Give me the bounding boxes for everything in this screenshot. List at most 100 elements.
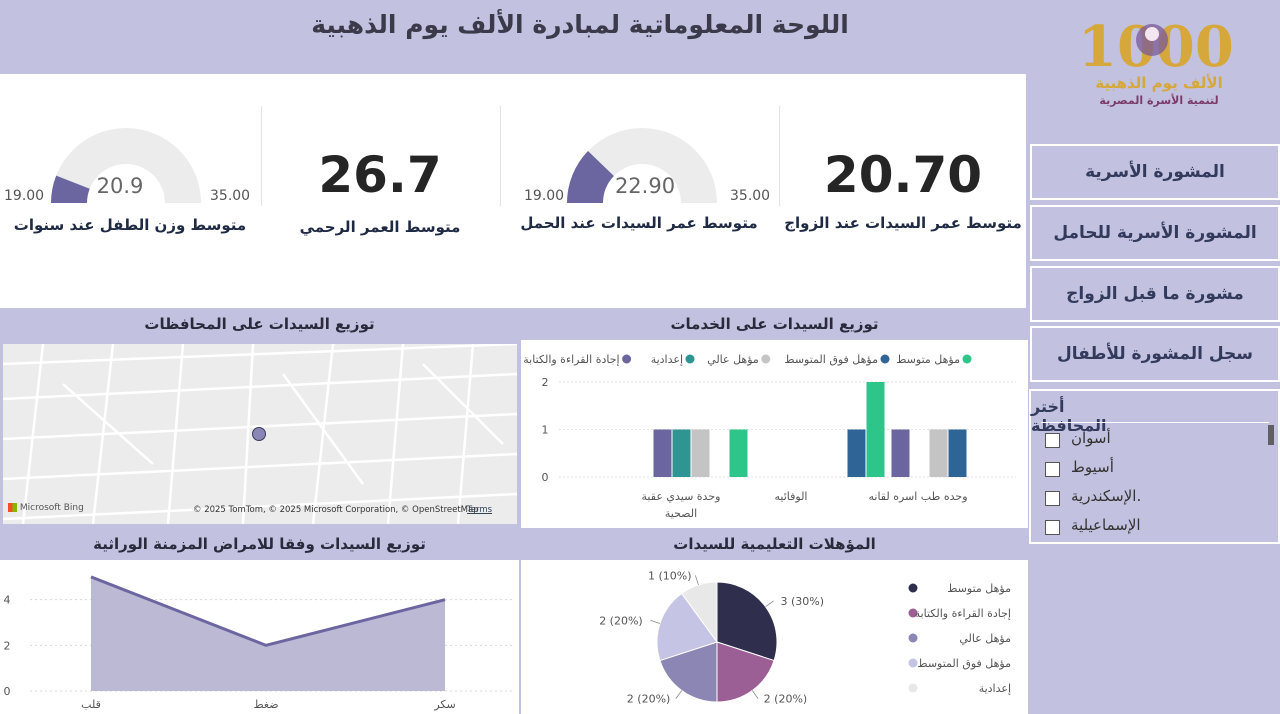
legend-item: مؤهل عالي	[707, 353, 771, 366]
area-fill	[91, 576, 445, 691]
gauge-pregnancy	[567, 128, 717, 203]
chronic-chart: 0 2 4 قلب ضغط سكر	[0, 560, 519, 714]
bar	[691, 429, 710, 477]
kpi-uterine-age: 26.7 متوسط العمر الرحمي	[262, 106, 498, 286]
legend-label: إجادة القراءة والكتابة	[915, 607, 1011, 620]
legend-item: مؤهل فوق المتوسط	[908, 657, 1011, 670]
pie-label: 2 (20%)	[599, 614, 643, 627]
slicer-title: أختر المحافظة	[1031, 397, 1107, 435]
legend-item: مؤهل متوسط	[908, 582, 1011, 595]
x-label: سكر	[433, 698, 455, 711]
x-label: ضغط	[253, 698, 278, 711]
slicer-item[interactable]: الإسماعيلية	[1043, 516, 1253, 540]
pie-label: 2 (20%)	[764, 693, 808, 706]
governorate-slicer: أختر المحافظة أسوان أسيوط الإسكندرية. ال…	[1029, 389, 1280, 544]
logo: 1000 الألف يوم الذهبية لتنمية الأسرة الم…	[1074, 4, 1244, 114]
checkbox[interactable]	[1045, 462, 1060, 477]
nav-children-counseling[interactable]: سجل المشورة للأطفال	[1030, 326, 1280, 382]
kpi-uterine-age-label: متوسط العمر الرحمي	[299, 218, 461, 236]
map-terms-link[interactable]: Terms	[467, 505, 493, 515]
legend-item: إعدادية	[908, 682, 1011, 695]
kpi-panel: 20.70 متوسط عمر السيدات عند الزواج 19.00…	[0, 74, 1026, 308]
bar	[653, 429, 672, 477]
legend-item: إعدادية	[651, 353, 695, 366]
legend-label: مؤهل متوسط	[896, 353, 960, 366]
legend-label: إعدادية	[979, 682, 1011, 695]
kpi-pregnancy-age: 19.00 35.00 22.90 متوسط عمر السيدات عند …	[500, 106, 778, 286]
gauge-child-weight	[51, 128, 201, 203]
kpi-marriage-age-label: متوسط عمر السيدات عند الزواج	[784, 214, 1022, 232]
y-tick: 2	[542, 376, 549, 389]
slicer-item[interactable]: أسيوط	[1043, 458, 1253, 482]
slicer-scrollbar[interactable]	[1268, 425, 1274, 445]
checkbox[interactable]	[1045, 433, 1060, 448]
legend-item: إجادة القراءة والكتابة	[523, 353, 632, 366]
bar	[729, 429, 748, 477]
pie-slice	[716, 581, 778, 662]
services-header: توزيع السيدات على الخدمات	[521, 308, 1028, 340]
legend-label: مؤهل عالي	[959, 632, 1011, 645]
services-chart: مؤهل متوسط مؤهل فوق المتوسط مؤهل عالي إعداد…	[521, 340, 1028, 528]
gauge-max: 35.00	[210, 188, 251, 204]
governorates-header: توزيع السيدات على المحافظات	[0, 308, 519, 340]
checkbox[interactable]	[1045, 491, 1060, 506]
kpi-uterine-age-value: 26.7	[318, 146, 442, 204]
gauge-min: 19.00	[524, 188, 565, 204]
pie-slice	[716, 641, 775, 703]
education-header: المؤهلات التعليمية للسيدات	[521, 528, 1028, 560]
bar	[948, 429, 967, 477]
y-tick: 0	[4, 685, 11, 698]
y-tick: 2	[4, 639, 11, 652]
kpi-child-weight: 19.00 35.00 20.9 متوسط وزن الطفل عند سنو…	[0, 106, 260, 286]
area-line	[90, 575, 446, 647]
legend-label: مؤهل فوق المتوسط	[784, 353, 878, 366]
x-label: قلب	[81, 698, 101, 711]
legend-item: مؤهل عالي	[908, 632, 1011, 645]
nav-family-counseling[interactable]: المشورة الأسرية	[1030, 144, 1280, 200]
pie-label: 3 (30%)	[780, 595, 824, 608]
page-title: اللوحة المعلوماتية لمبادرة الألف يوم الذ…	[311, 10, 849, 39]
bar	[672, 429, 691, 477]
governorates-map[interactable]: Microsoft Bing © 2025 TomTom, © 2025 Mic…	[3, 344, 517, 524]
logo-line1: الألف يوم الذهبية	[1095, 74, 1222, 92]
checkbox[interactable]	[1045, 520, 1060, 535]
x-label: وحدة سيدي عقبة	[642, 490, 721, 503]
pie-slice	[659, 641, 718, 703]
logo-line2: لتنمية الأسرة المصرية	[1099, 93, 1218, 107]
nav-premarital-counseling[interactable]: مشورة ما قبل الزواج	[1030, 266, 1280, 322]
chronic-header: توزيع السيدات وفقا للامراض المزمنة الورا…	[0, 528, 519, 560]
x-label: الوفائيه	[775, 490, 808, 503]
legend-label: إجادة القراءة والكتابة	[523, 353, 619, 366]
bar	[891, 429, 910, 477]
bar	[929, 429, 948, 477]
pie-label: 1 (10%)	[648, 569, 692, 582]
kpi-pregnancy-age-label: متوسط عمر السيدات عند الحمل	[520, 214, 758, 232]
legend-item: إجادة القراءة والكتابة	[908, 607, 1011, 620]
x-label: وحده طب اسره لقانه	[868, 490, 967, 503]
nav-pregnant-counseling[interactable]: المشورة الأسرية للحامل	[1030, 205, 1280, 261]
legend-label: مؤهل عالي	[707, 353, 759, 366]
education-chart: 3 (30%) 2 (20%) 2 (20%) 2 (20%) 1 (10%) مؤهل …	[521, 560, 1028, 714]
pie-slice	[681, 581, 718, 644]
legend-label: إعدادية	[651, 353, 683, 366]
map-roads	[3, 344, 517, 524]
slicer-item[interactable]: أسوان	[1043, 429, 1253, 453]
legend-label: مؤهل متوسط	[947, 582, 1011, 595]
kpi-marriage-age: 20.70 متوسط عمر السيدات عند الزواج	[780, 106, 1026, 286]
gauge-value: 22.90	[614, 174, 676, 198]
y-tick: 0	[542, 471, 549, 484]
bing-logo: Microsoft Bing	[8, 503, 84, 513]
map-copyright: © 2025 TomTom, © 2025 Microsoft Corporat…	[193, 505, 479, 515]
slicer-item[interactable]: الإسكندرية.	[1043, 487, 1253, 511]
kpi-child-weight-label: متوسط وزن الطفل عند سنوات	[13, 216, 247, 234]
gauge-value: 20.9	[96, 174, 144, 198]
header-bar	[0, 0, 1028, 74]
bar	[847, 429, 866, 477]
x-label: الصحية	[665, 507, 697, 520]
bar	[866, 382, 885, 477]
gauge-max: 35.00	[730, 188, 771, 204]
kpi-marriage-age-value: 20.70	[823, 146, 983, 204]
legend-item: مؤهل متوسط	[896, 353, 972, 366]
pie-label: 2 (20%)	[627, 693, 671, 706]
legend-label: مؤهل فوق المتوسط	[917, 657, 1011, 670]
